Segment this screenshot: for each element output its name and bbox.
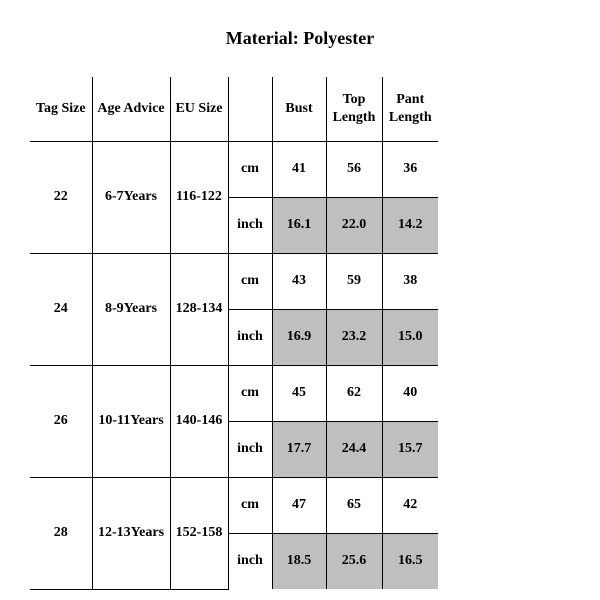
cell-pant-inch: 14.2 (382, 197, 438, 253)
cell-unit-cm: cm (228, 365, 272, 421)
cell-age: 6-7Years (92, 141, 170, 253)
cell-unit-cm: cm (228, 141, 272, 197)
cell-top-cm: 65 (326, 477, 382, 533)
col-eu-size: EU Size (170, 77, 228, 141)
cell-top-inch: 24.4 (326, 421, 382, 477)
cell-eu: 140-146 (170, 365, 228, 477)
col-unit (228, 77, 272, 141)
size-table: Tag Size Age Advice EU Size Bust Top Len… (30, 77, 438, 590)
col-tag-size: Tag Size (30, 77, 92, 141)
cell-tag: 24 (30, 253, 92, 365)
table-row: 26 10-11Years 140-146 cm 45 62 40 (30, 365, 438, 421)
table-row: 28 12-13Years 152-158 cm 47 65 42 (30, 477, 438, 533)
table-row: 22 6-7Years 116-122 cm 41 56 36 (30, 141, 438, 197)
page-title: Material: Polyester (0, 28, 600, 49)
cell-unit-inch: inch (228, 533, 272, 589)
col-age-advice: Age Advice (92, 77, 170, 141)
cell-top-inch: 23.2 (326, 309, 382, 365)
col-pant-length: Pant Length (382, 77, 438, 141)
cell-bust-cm: 41 (272, 141, 326, 197)
cell-top-cm: 62 (326, 365, 382, 421)
cell-bust-inch: 17.7 (272, 421, 326, 477)
cell-tag: 22 (30, 141, 92, 253)
cell-unit-cm: cm (228, 253, 272, 309)
cell-pant-inch: 15.7 (382, 421, 438, 477)
cell-pant-inch: 15.0 (382, 309, 438, 365)
cell-tag: 28 (30, 477, 92, 589)
cell-unit-inch: inch (228, 421, 272, 477)
cell-age: 10-11Years (92, 365, 170, 477)
cell-age: 8-9Years (92, 253, 170, 365)
cell-bust-inch: 18.5 (272, 533, 326, 589)
cell-bust-cm: 45 (272, 365, 326, 421)
cell-tag: 26 (30, 365, 92, 477)
cell-pant-cm: 40 (382, 365, 438, 421)
col-bust: Bust (272, 77, 326, 141)
cell-bust-inch: 16.9 (272, 309, 326, 365)
cell-top-inch: 25.6 (326, 533, 382, 589)
header-row: Tag Size Age Advice EU Size Bust Top Len… (30, 77, 438, 141)
cell-pant-cm: 36 (382, 141, 438, 197)
cell-eu: 128-134 (170, 253, 228, 365)
cell-top-cm: 59 (326, 253, 382, 309)
cell-bust-cm: 43 (272, 253, 326, 309)
cell-bust-inch: 16.1 (272, 197, 326, 253)
cell-eu: 116-122 (170, 141, 228, 253)
cell-eu: 152-158 (170, 477, 228, 589)
cell-unit-inch: inch (228, 309, 272, 365)
cell-pant-inch: 16.5 (382, 533, 438, 589)
size-chart: Material: Polyester Tag Size Age Advice … (0, 0, 600, 600)
cell-bust-cm: 47 (272, 477, 326, 533)
table-row: 24 8-9Years 128-134 cm 43 59 38 (30, 253, 438, 309)
cell-top-cm: 56 (326, 141, 382, 197)
cell-pant-cm: 38 (382, 253, 438, 309)
cell-pant-cm: 42 (382, 477, 438, 533)
col-top-length: Top Length (326, 77, 382, 141)
cell-unit-cm: cm (228, 477, 272, 533)
cell-age: 12-13Years (92, 477, 170, 589)
cell-top-inch: 22.0 (326, 197, 382, 253)
cell-unit-inch: inch (228, 197, 272, 253)
